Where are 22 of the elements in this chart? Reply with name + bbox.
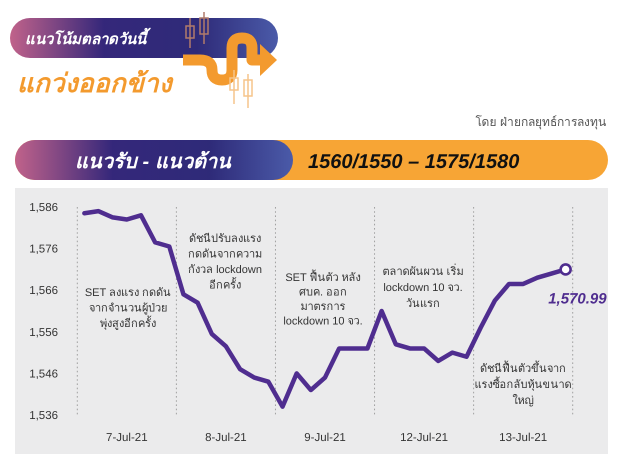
x-tick-label: 13-Jul-21 bbox=[499, 432, 548, 444]
x-tick-label: 12-Jul-21 bbox=[400, 432, 448, 444]
text: 1560/1550 – 1575/1580 bbox=[308, 151, 520, 173]
y-tick-label: 1,546 bbox=[29, 368, 58, 380]
annotation: SET ฟื้นตัว หลัง ศบค. ออก มาตรการ lockdown 10 จว. bbox=[283, 269, 363, 328]
text: โดย ฝ่ายกลยุทธ์การลงทุน bbox=[476, 115, 606, 130]
chart-title: แนวโน้มตลาดวันนี้ bbox=[25, 27, 151, 48]
annotation: ดัชนีฟื้นตัวขึ้นจาก แรงซื้อกลับหุ้นขนาด ใหญ่ bbox=[474, 360, 572, 407]
annotation: SET ลงแรง กดดัน จากจำนวนผู้ป่วย พุ่งสูงอีกครั้ง bbox=[84, 287, 172, 330]
y-tick-label: 1,566 bbox=[29, 285, 58, 298]
x-tick-label: 8-Jul-21 bbox=[205, 432, 247, 444]
y-tick-label: 1,536 bbox=[29, 410, 58, 422]
annotation: ตลาดผันผวน เริ่ม lockdown 10 จว. วันแรก bbox=[382, 263, 464, 310]
y-tick-label: 1,576 bbox=[29, 244, 58, 256]
y-tick-label: 1,586 bbox=[29, 202, 58, 214]
chart-subtitle: แกว่งออกข้าง bbox=[17, 68, 174, 98]
data-label: 1,570.99 bbox=[548, 290, 608, 308]
x-tick-label: 7-Jul-21 bbox=[106, 432, 148, 444]
x-tick-label: 9-Jul-21 bbox=[304, 432, 346, 444]
y-tick-label: 1,556 bbox=[29, 326, 58, 339]
text: แนวรับ - แนวต้าน bbox=[75, 150, 232, 173]
annotation: ดัชนีปรับลงแรง กดดันจากความ กังวล lockdown อีกครั้ง bbox=[188, 232, 262, 292]
